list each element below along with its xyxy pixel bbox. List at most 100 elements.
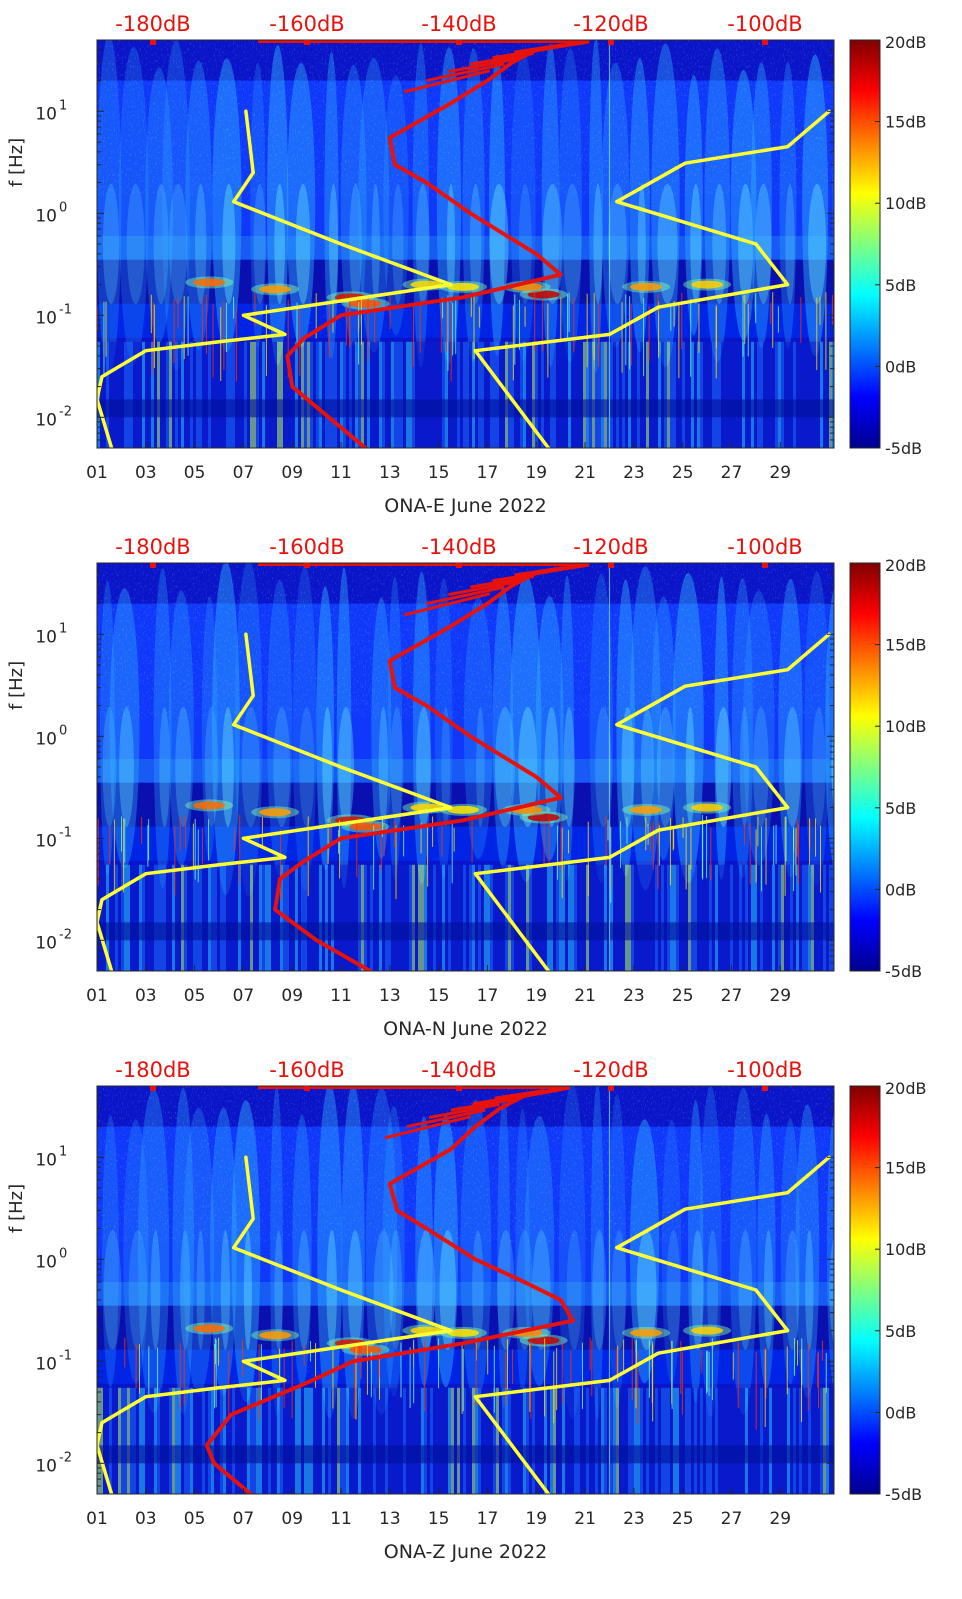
y-tick-label-exponent: 0 xyxy=(59,723,67,738)
top-axis-db-tick xyxy=(456,40,462,45)
noise-curve-red-fragment xyxy=(492,47,549,60)
top-axis-db-label: -180dB xyxy=(115,535,190,559)
x-tick-label: 25 xyxy=(672,1509,694,1529)
x-tick-label: 05 xyxy=(184,463,206,483)
top-axis-db-tick xyxy=(608,40,614,45)
x-tick-label: 29 xyxy=(769,1509,791,1529)
y-axis-label: f [Hz] xyxy=(6,1184,27,1233)
x-tick-label: 21 xyxy=(574,1509,596,1529)
y-tick-label-base: 10 xyxy=(35,627,57,647)
top-axis-db-tick xyxy=(762,1086,768,1091)
x-tick-label: 13 xyxy=(379,986,401,1006)
colorbar-tick-label: -5dB xyxy=(885,1485,922,1504)
noise-curve-red-fragment xyxy=(384,1115,471,1140)
top-axis-db-tick xyxy=(304,1086,310,1091)
top-axis-db-label: -100dB xyxy=(727,1058,802,1082)
x-tick-label: 03 xyxy=(135,986,157,1006)
top-axis-db-label: -140dB xyxy=(421,12,496,36)
top-axis-db-tick xyxy=(762,563,768,568)
x-tick-label: 09 xyxy=(281,986,303,1006)
x-axis-label: ONA-Z June 2022 xyxy=(384,1541,547,1563)
x-tick-label: 13 xyxy=(379,1509,401,1529)
colorbar-tick-label: 0dB xyxy=(885,357,916,376)
colorbar-tick-label: 10dB xyxy=(885,194,927,213)
colorbar-tick-label: 15dB xyxy=(885,636,927,655)
x-tick-label: 25 xyxy=(672,463,694,483)
top-axis-db-label: -160dB xyxy=(269,535,344,559)
noise-curve-red-fragment xyxy=(492,570,549,583)
top-axis-db-label: -160dB xyxy=(269,1058,344,1082)
x-tick-label: 27 xyxy=(721,463,743,483)
noise-curve-red-fragment xyxy=(450,1097,515,1112)
top-axis-db-tick xyxy=(304,563,310,568)
noise-curve-red-fragment xyxy=(448,56,520,74)
noise-model-curve-yellow xyxy=(97,1155,453,1494)
x-tick-label: 05 xyxy=(184,986,206,1006)
y-tick-label-exponent: 1 xyxy=(59,621,67,636)
top-axis-db-tick xyxy=(150,563,156,568)
y-tick-label-exponent: -2 xyxy=(59,404,72,419)
x-tick-label: 09 xyxy=(281,1509,303,1529)
noise-curve-red xyxy=(204,1086,575,1494)
x-tick-label: 03 xyxy=(135,463,157,483)
noise-curve-red xyxy=(285,40,590,448)
noise-curve-red-fragment xyxy=(470,574,535,589)
top-axis-db-tick xyxy=(762,40,768,45)
noise-model-curve-yellow xyxy=(97,109,453,448)
noise-model-curve-yellow xyxy=(97,632,453,971)
y-tick-label-exponent: -1 xyxy=(59,302,72,317)
colorbar xyxy=(849,1085,881,1495)
x-tick-label: 01 xyxy=(86,986,108,1006)
x-axis-label: ONA-N June 2022 xyxy=(383,1018,548,1040)
x-tick-label: 15 xyxy=(428,986,450,1006)
x-tick-label: 15 xyxy=(428,1509,450,1529)
noise-curve-red-fragment xyxy=(472,1093,530,1106)
noise-curve-red-fragment xyxy=(404,592,491,617)
colorbar-tick-label: 20dB xyxy=(885,556,927,575)
y-tick-label-base: 10 xyxy=(35,1150,57,1170)
x-tick-label: 17 xyxy=(477,1509,499,1529)
x-tick-label: 07 xyxy=(233,986,255,1006)
y-axis-label: f [Hz] xyxy=(6,138,27,187)
top-axis-db-label: -100dB xyxy=(727,535,802,559)
y-tick-label-base: 10 xyxy=(35,831,57,851)
top-axis-db-tick xyxy=(456,563,462,568)
y-tick-label-base: 10 xyxy=(35,933,57,953)
y-tick-label-exponent: -2 xyxy=(59,927,72,942)
y-axis-label: f [Hz] xyxy=(6,661,27,710)
noise-curve-red-fragment xyxy=(494,1089,544,1100)
x-tick-label: 23 xyxy=(623,986,645,1006)
colorbar-tick-label: 20dB xyxy=(885,33,927,52)
colorbar-tick-label: 20dB xyxy=(885,1079,927,1098)
top-axis-db-tick xyxy=(150,40,156,45)
top-axis-db-label: -140dB xyxy=(421,1058,496,1082)
colorbar-tick-label: -5dB xyxy=(885,439,922,458)
x-tick-label: 27 xyxy=(721,986,743,1006)
x-tick-label: 03 xyxy=(135,1509,157,1529)
colorbar-tick-label: 15dB xyxy=(885,1159,927,1178)
x-tick-label: 01 xyxy=(86,1509,108,1529)
colorbar-tick-label: 0dB xyxy=(885,880,916,899)
top-axis-db-label: -160dB xyxy=(269,12,344,36)
colorbar xyxy=(849,562,881,972)
x-tick-label: 23 xyxy=(623,1509,645,1529)
top-axis-db-label: -180dB xyxy=(115,1058,190,1082)
x-tick-label: 17 xyxy=(477,463,499,483)
y-tick-label-base: 10 xyxy=(35,410,57,430)
x-tick-label: 19 xyxy=(525,463,547,483)
top-axis-db-label: -180dB xyxy=(115,12,190,36)
noise-curve-red-fragment xyxy=(404,69,491,94)
y-tick-label-exponent: 0 xyxy=(59,1246,67,1261)
colorbar-tick-label: 10dB xyxy=(885,717,927,736)
spectrogram-heatmap xyxy=(97,1086,834,1494)
y-tick-label-exponent: 1 xyxy=(59,1144,67,1159)
x-tick-label: 23 xyxy=(623,463,645,483)
y-tick-label-exponent: 0 xyxy=(59,200,67,215)
x-tick-label: 29 xyxy=(769,463,791,483)
noise-curve-red-fragment xyxy=(514,566,564,577)
top-axis-db-tick xyxy=(456,1086,462,1091)
noise-curve-red-fragment xyxy=(470,51,535,66)
